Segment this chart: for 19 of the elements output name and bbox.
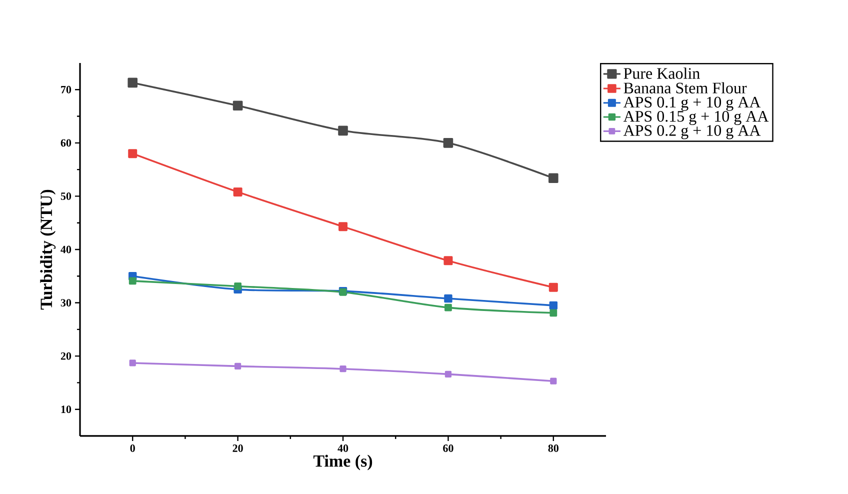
y-tick-label: 60 bbox=[60, 139, 72, 147]
legend-label: Banana Stem Flour bbox=[624, 82, 747, 94]
legend-label: APS 0.2 g + 10 g AA bbox=[623, 125, 761, 140]
x-tick-label: 0 bbox=[130, 444, 135, 452]
legend-label: APS 0.15 g + 10 g AA bbox=[623, 110, 769, 126]
y-tick-label: 20 bbox=[60, 352, 72, 360]
y-tick-label: 10 bbox=[61, 406, 72, 414]
x-tick-label: 80 bbox=[548, 444, 558, 452]
legend-label: Pure Kaolin bbox=[624, 68, 700, 79]
x-axis-title: Time (s) bbox=[313, 454, 372, 470]
y-tick-label: 30 bbox=[60, 299, 72, 306]
x-tick-label: 20 bbox=[232, 444, 243, 452]
y-tick-label: 70 bbox=[61, 86, 72, 94]
y-axis-title: Turbidity (NTU) bbox=[40, 190, 56, 310]
y-tick-label: 40 bbox=[60, 246, 72, 254]
x-tick-label: 40 bbox=[338, 444, 348, 452]
y-tick-label: 50 bbox=[60, 192, 72, 200]
x-tick-label: 60 bbox=[443, 444, 454, 452]
legend-label: APS 0.1 g + 10 g AA bbox=[623, 96, 761, 111]
